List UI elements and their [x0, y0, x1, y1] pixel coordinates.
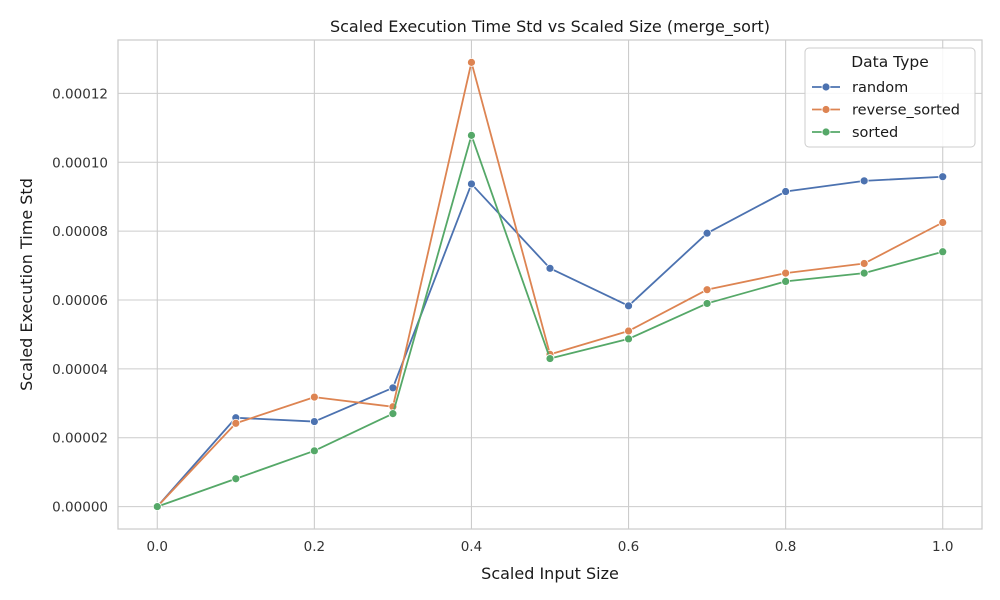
legend-box — [804, 47, 976, 148]
data-point-random — [938, 172, 948, 182]
data-point-reverse_sorted — [781, 268, 791, 278]
x-axis-label: Scaled Input Size — [481, 564, 619, 583]
data-point-sorted — [231, 474, 241, 484]
x-tick-label: 0.6 — [618, 539, 639, 555]
data-point-reverse_sorted — [231, 418, 241, 428]
y-axis-label: Scaled Execution Time Std — [17, 178, 36, 391]
data-point-sorted — [938, 247, 948, 257]
data-point-sorted — [859, 268, 869, 278]
legend-item-reverse_sorted: reverse_sorted — [812, 103, 960, 119]
chart-title: Scaled Execution Time Std vs Scaled Size… — [330, 17, 770, 37]
data-point-reverse_sorted — [309, 392, 319, 402]
x-tick-label: 0.4 — [461, 539, 482, 555]
data-point-sorted — [388, 409, 398, 419]
legend-label: reverse_sorted — [852, 103, 960, 119]
data-point-random — [624, 301, 633, 311]
legend-swatch-marker — [821, 127, 831, 137]
y-tick-label: 0.00006 — [52, 293, 108, 309]
plot-frame — [117, 39, 983, 530]
data-point-random — [309, 417, 319, 426]
data-point-sorted — [781, 277, 791, 286]
x-tick-label: 0.8 — [775, 539, 796, 555]
y-tick-label: 0.00002 — [52, 431, 108, 447]
data-point-random — [702, 228, 712, 238]
data-point-sorted — [545, 354, 555, 363]
series-sorted — [152, 130, 948, 512]
data-point-sorted — [467, 130, 476, 140]
x-tick-label: 1.0 — [932, 539, 953, 555]
data-point-sorted — [702, 299, 712, 308]
y-axis-ticks: 0.00000 0.00002 0.00004 0.00006 0.00008 0.000… — [52, 86, 108, 515]
series-layer — [152, 57, 948, 512]
legend-label: sorted — [852, 125, 898, 141]
data-point-random — [545, 263, 555, 273]
legend-swatch-marker — [821, 82, 831, 92]
data-point-reverse_sorted — [938, 218, 948, 227]
x-axis-ticks: 0.0 0.2 0.4 0.6 0.8 1.0 — [147, 539, 954, 555]
y-tick-label: 0.00000 — [52, 500, 108, 516]
data-point-sorted — [152, 502, 162, 512]
grid-lines — [118, 40, 982, 529]
legend-item-sorted: sorted — [812, 125, 898, 141]
data-point-reverse_sorted — [702, 285, 712, 295]
y-tick-label: 0.00008 — [52, 224, 108, 240]
data-point-random — [859, 176, 869, 186]
data-point-reverse_sorted — [859, 259, 869, 268]
data-point-random — [781, 187, 791, 196]
x-tick-label: 0.2 — [304, 539, 325, 555]
data-point-reverse_sorted — [624, 326, 633, 336]
legend-item-random: random — [812, 80, 908, 96]
legend-swatch-marker — [821, 105, 831, 114]
legend-title: Data Type — [851, 53, 929, 71]
y-tick-label: 0.00004 — [52, 362, 108, 378]
legend-label: random — [852, 80, 908, 96]
data-point-random — [467, 179, 476, 189]
data-point-reverse_sorted — [467, 57, 476, 67]
data-point-sorted — [309, 446, 319, 456]
data-point-sorted — [624, 334, 633, 344]
y-tick-label: 0.00010 — [52, 155, 108, 171]
y-tick-label: 0.00012 — [52, 86, 108, 102]
x-tick-label: 0.0 — [147, 539, 168, 555]
